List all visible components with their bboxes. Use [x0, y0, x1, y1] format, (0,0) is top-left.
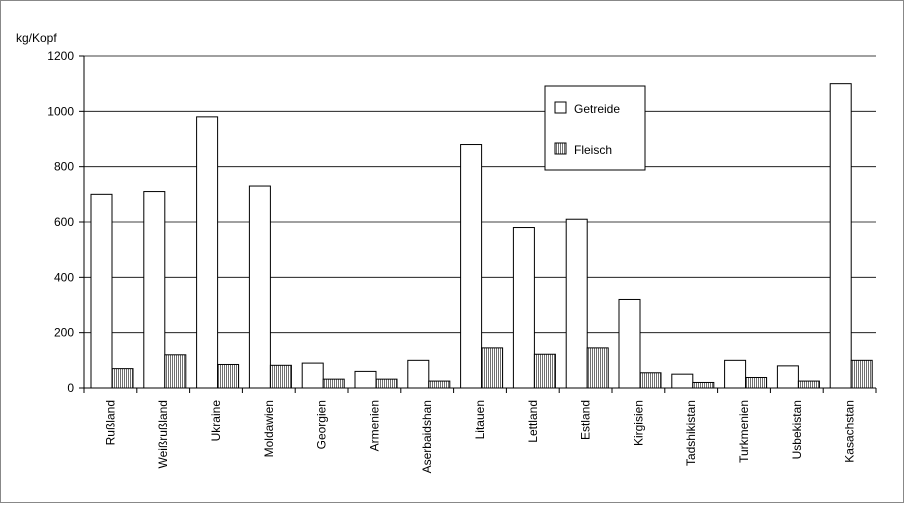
bar-fleisch — [111, 368, 134, 389]
bar-fleisch — [745, 376, 768, 389]
bar-fleisch — [164, 354, 187, 389]
bar-getreide — [724, 359, 747, 389]
bar-getreide — [354, 370, 377, 389]
bar-fleisch — [217, 363, 240, 389]
y-tick-label: 1200 — [47, 49, 74, 63]
x-tick-label: Moldawien — [262, 400, 276, 457]
x-tick-label: Ukraine — [209, 400, 223, 442]
y-tick-label: 1000 — [47, 104, 74, 118]
bar-getreide — [90, 193, 113, 389]
x-tick-label: Turkmenien — [737, 400, 751, 463]
x-tick-label: Litauen — [473, 400, 487, 439]
bar-getreide — [301, 362, 324, 389]
bar-fleisch — [428, 380, 451, 389]
x-tick-label: Rußland — [103, 400, 117, 445]
bar-getreide — [460, 144, 483, 389]
bar-getreide — [776, 365, 799, 389]
legend-swatch-fleisch — [554, 142, 567, 155]
x-tick-label: Usbekistan — [790, 400, 804, 459]
y-tick-label: 400 — [54, 270, 74, 284]
bar-getreide — [565, 218, 588, 389]
bar-fleisch — [639, 372, 662, 389]
bar-fleisch — [481, 347, 504, 389]
bar-getreide — [196, 116, 219, 389]
legend-label-fleisch: Fleisch — [574, 143, 612, 157]
bar-fleisch — [375, 378, 398, 389]
legend: Getreide Fleisch — [544, 85, 646, 171]
y-tick-label: 800 — [54, 160, 74, 174]
bar-fleisch — [797, 380, 820, 389]
bar-getreide — [143, 191, 166, 389]
x-tick-label: Armenien — [367, 400, 381, 451]
x-tick-label: Lettland — [526, 400, 540, 443]
bar-fleisch — [322, 378, 345, 389]
x-tick-label: Tadshikistan — [684, 400, 698, 466]
bar-getreide — [407, 359, 430, 389]
bar-fleisch — [586, 347, 609, 389]
bar-getreide — [248, 185, 271, 389]
x-tick-labels: Rußland Weißrußland Ukraine Moldawien Georgi… — [83, 388, 877, 473]
x-tick-label: Georgien — [315, 400, 329, 449]
bar-getreide — [618, 298, 641, 389]
x-tick-label: Kirgisien — [631, 400, 645, 446]
x-tick-label: Aserbaidshan — [420, 400, 434, 473]
bar-fleisch — [692, 381, 715, 389]
x-tick-label: Estland — [579, 400, 593, 440]
bar-getreide — [671, 373, 694, 389]
bar-getreide — [829, 83, 852, 389]
legend-swatch-getreide — [554, 101, 567, 114]
x-tick-label: Weißrußland — [156, 400, 170, 468]
bars — [90, 83, 873, 389]
bar-fleisch — [269, 364, 292, 389]
bar-fleisch — [533, 353, 556, 389]
bar-fleisch — [850, 359, 873, 389]
y-tick-labels: 0 200 400 600 800 1000 1200 — [47, 49, 74, 395]
y-axis-label: kg/Kopf — [16, 31, 57, 45]
y-tick-label: 600 — [54, 215, 74, 229]
y-tick-label: 200 — [54, 326, 74, 340]
legend-label-getreide: Getreide — [574, 102, 620, 116]
x-tick-label: Kasachstan — [843, 400, 857, 463]
legend-box — [544, 85, 646, 171]
bar-getreide — [512, 227, 535, 389]
y-tick-label: 0 — [67, 381, 74, 395]
